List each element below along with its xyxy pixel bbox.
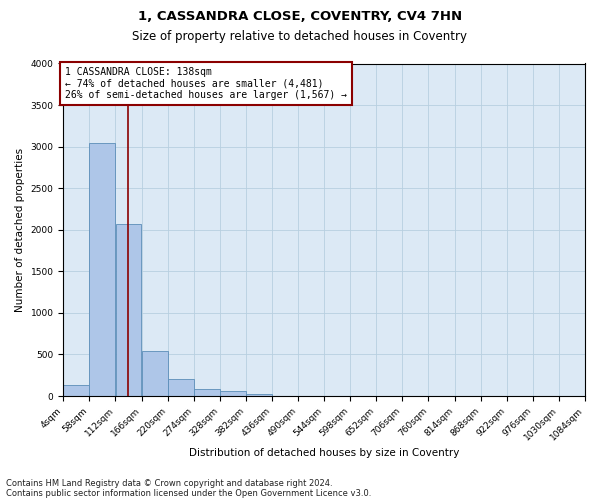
Text: 1 CASSANDRA CLOSE: 138sqm
← 74% of detached houses are smaller (4,481)
26% of se: 1 CASSANDRA CLOSE: 138sqm ← 74% of detac… <box>65 67 347 100</box>
Bar <box>89 144 115 396</box>
Bar <box>246 394 272 396</box>
Bar <box>220 392 246 396</box>
Bar <box>64 386 89 396</box>
Text: Contains HM Land Registry data © Crown copyright and database right 2024.: Contains HM Land Registry data © Crown c… <box>6 478 332 488</box>
Bar <box>142 351 167 396</box>
Bar <box>168 380 194 396</box>
X-axis label: Distribution of detached houses by size in Coventry: Distribution of detached houses by size … <box>189 448 460 458</box>
Text: Size of property relative to detached houses in Coventry: Size of property relative to detached ho… <box>133 30 467 43</box>
Text: 1, CASSANDRA CLOSE, COVENTRY, CV4 7HN: 1, CASSANDRA CLOSE, COVENTRY, CV4 7HN <box>138 10 462 23</box>
Bar <box>116 224 142 396</box>
Text: Contains public sector information licensed under the Open Government Licence v3: Contains public sector information licen… <box>6 488 371 498</box>
Y-axis label: Number of detached properties: Number of detached properties <box>15 148 25 312</box>
Bar <box>194 390 220 396</box>
